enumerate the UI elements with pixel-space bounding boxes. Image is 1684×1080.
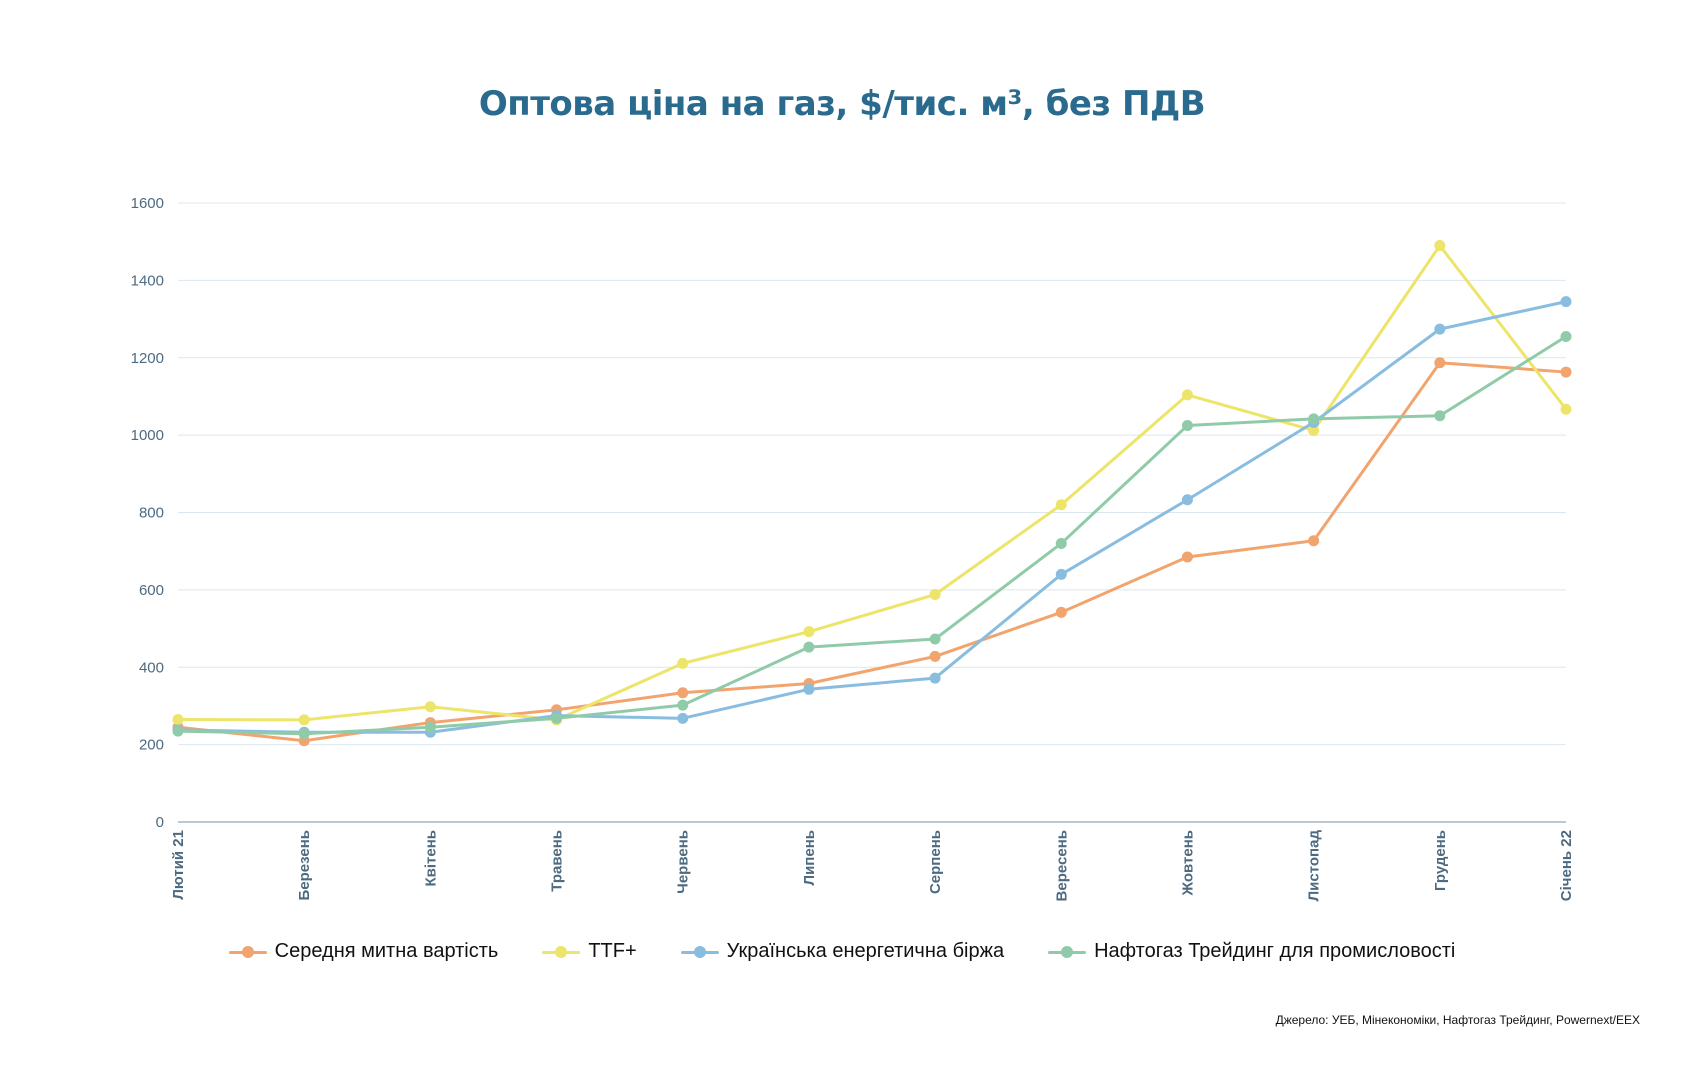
- data-point: [1055, 499, 1067, 511]
- data-point: [1055, 568, 1067, 580]
- data-point: [1181, 389, 1193, 401]
- data-point: [929, 589, 941, 601]
- data-point: [929, 650, 941, 662]
- data-point: [1308, 413, 1320, 425]
- data-point: [1434, 357, 1446, 369]
- legend-label: Українська енергетична біржа: [726, 940, 1005, 962]
- x-tick-label: Листопад: [1306, 830, 1323, 902]
- series-line: [176, 300, 1568, 734]
- y-axis-ticks: 0 200 400 600 800 1000 1200 1400 1600: [131, 195, 164, 831]
- y-tick-label: 1000: [131, 427, 164, 444]
- x-tick-label: Грудень: [1432, 830, 1449, 891]
- data-point: [929, 672, 941, 684]
- legend: Середня митна вартість TTF+ Українська ене…: [0, 940, 1684, 963]
- data-point: [1434, 240, 1446, 252]
- legend-swatch: [680, 945, 719, 958]
- legend-label: Нафтогаз Трейдинг для промисловості: [1094, 940, 1456, 962]
- y-tick-label: 400: [139, 659, 164, 676]
- data-point: [1434, 410, 1446, 422]
- x-tick-label: Квітень: [422, 830, 439, 887]
- data-point: [803, 626, 815, 638]
- data-point: [1434, 323, 1446, 335]
- data-point: [677, 687, 689, 699]
- data-point: [172, 725, 184, 737]
- data-point: [424, 721, 436, 733]
- x-tick-label: Вересень: [1053, 830, 1070, 901]
- x-tick-label: Липень: [801, 830, 818, 885]
- data-point: [424, 701, 436, 713]
- x-tick-label: Серпень: [927, 830, 944, 894]
- series-3: [172, 330, 1572, 740]
- data-point: [1560, 296, 1572, 308]
- data-point: [929, 633, 941, 645]
- y-tick-label: 800: [139, 505, 164, 522]
- data-point: [803, 641, 815, 653]
- y-tick-label: 1600: [131, 195, 164, 212]
- data-point: [1055, 606, 1067, 618]
- data-point: [1308, 424, 1320, 436]
- data-point: [1181, 494, 1193, 506]
- data-point: [298, 714, 310, 726]
- legend-swatch: [228, 945, 267, 958]
- y-tick-label: 600: [139, 582, 164, 599]
- data-point: [1055, 537, 1067, 549]
- x-tick-label: Жовтень: [1179, 830, 1196, 897]
- data-point: [1560, 366, 1572, 378]
- x-tick-label: Січень 22: [1558, 830, 1575, 901]
- legend-item: Українська енергетична біржа: [680, 940, 1005, 963]
- x-tick-label: Лютий 21: [170, 830, 187, 900]
- data-point: [677, 712, 689, 724]
- data-point: [298, 728, 310, 740]
- legend-swatch: [542, 945, 581, 958]
- data-point: [172, 713, 184, 725]
- y-tick-label: 200: [139, 737, 164, 754]
- data-point: [1560, 330, 1572, 342]
- grid-lines: [178, 202, 1566, 823]
- series-line: [176, 334, 1568, 736]
- x-axis-ticks: Лютий 21 Березень Квітень Травень Червень Лип…: [170, 830, 1575, 902]
- series-1: [172, 240, 1572, 726]
- source-note: Джерело: УЕБ, Мінекономіки, Нафтогаз Тре…: [1275, 1013, 1640, 1027]
- x-tick-label: Червень: [675, 830, 692, 894]
- legend-label: TTF+: [588, 940, 637, 962]
- data-point: [677, 657, 689, 669]
- legend-label: Середня митна вартість: [274, 940, 499, 962]
- data-point: [1560, 403, 1572, 415]
- chart-title: Оптова ціна на газ, $/тис. м³, без ПДВ: [478, 84, 1206, 124]
- data-point: [551, 712, 563, 724]
- data-point: [1181, 551, 1193, 563]
- series-line: [176, 244, 1568, 722]
- series-line: [176, 361, 1568, 743]
- y-tick-label: 0: [156, 814, 164, 831]
- data-point: [1181, 419, 1193, 431]
- data-point: [677, 699, 689, 711]
- y-tick-label: 1400: [131, 272, 164, 289]
- legend-swatch: [1048, 945, 1087, 958]
- legend-item: Нафтогаз Трейдинг для промисловості: [1048, 940, 1455, 963]
- series-0: [172, 357, 1572, 747]
- x-tick-label: Травень: [549, 830, 566, 892]
- legend-item: TTF+: [542, 940, 637, 963]
- x-tick-label: Березень: [296, 830, 313, 901]
- y-tick-label: 1200: [131, 350, 164, 367]
- data-point: [803, 683, 815, 695]
- series-lines: [172, 240, 1572, 747]
- legend-item: Середня митна вартість: [228, 940, 499, 963]
- data-point: [1308, 535, 1320, 547]
